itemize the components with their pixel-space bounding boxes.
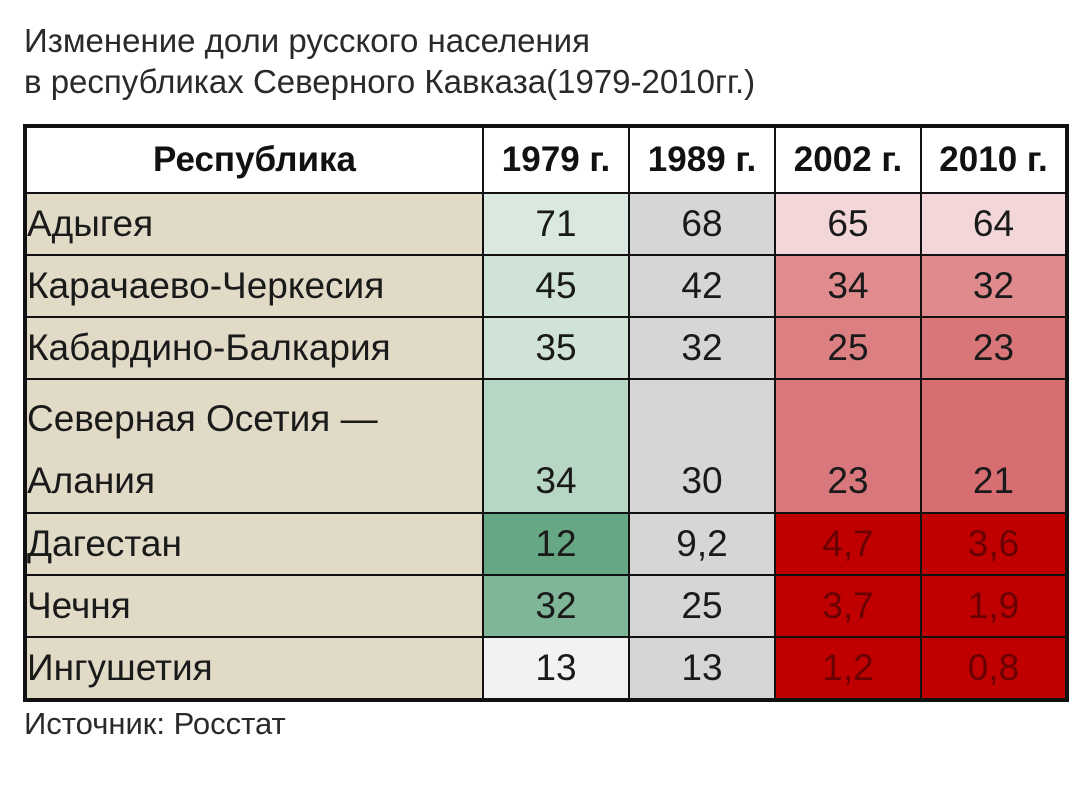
value-cell: 45 xyxy=(482,254,630,318)
table-row: Карачаево-Черкесия 45 42 34 32 xyxy=(24,254,1068,318)
title-line-1: Изменение доли русского населения xyxy=(24,22,590,59)
value-cell: 1,9 xyxy=(920,574,1068,638)
value-cell: 3,7 xyxy=(774,574,922,638)
header-row: Республика 1979 г. 1989 г. 2002 г. 2010 … xyxy=(24,125,1068,194)
value-cell: 4,7 xyxy=(774,512,922,576)
value-cell: 13 xyxy=(628,636,776,701)
table-row: Адыгея 71 68 65 64 xyxy=(24,192,1068,256)
header-1979: 1979 г. xyxy=(482,125,630,194)
header-1989: 1989 г. xyxy=(628,125,776,194)
value-cell: 71 xyxy=(482,192,630,256)
table-row: Кабардино-Балкария 35 32 25 23 xyxy=(24,316,1068,380)
header-2010: 2010 г. xyxy=(920,125,1068,194)
value-cell: 42 xyxy=(628,254,776,318)
value-cell: 12 xyxy=(482,512,630,576)
value-cell: 32 xyxy=(920,254,1068,318)
population-table: Республика 1979 г. 1989 г. 2002 г. 2010 … xyxy=(23,124,1069,702)
region-cell: Северная Осетия — Алания xyxy=(24,378,484,514)
value-cell: 23 xyxy=(774,378,922,514)
value-cell: 64 xyxy=(920,192,1068,256)
value-cell: 34 xyxy=(482,378,630,514)
value-cell: 9,2 xyxy=(628,512,776,576)
value-cell: 21 xyxy=(920,378,1068,514)
value-cell: 0,8 xyxy=(920,636,1068,701)
title-line-2: в республиках Северного Кавказа(1979-201… xyxy=(24,63,756,100)
header-region: Республика xyxy=(24,125,484,194)
table-row: Дагестан 12 9,2 4,7 3,6 xyxy=(24,512,1068,576)
value-cell: 3,6 xyxy=(920,512,1068,576)
value-cell: 65 xyxy=(774,192,922,256)
value-cell: 32 xyxy=(628,316,776,380)
header-2002: 2002 г. xyxy=(774,125,922,194)
region-cell: Ингушетия xyxy=(24,636,484,701)
value-cell: 23 xyxy=(920,316,1068,380)
value-cell: 30 xyxy=(628,378,776,514)
region-cell: Чечня xyxy=(24,574,484,638)
region-cell: Дагестан xyxy=(24,512,484,576)
value-cell: 32 xyxy=(482,574,630,638)
value-cell: 1,2 xyxy=(774,636,922,701)
value-cell: 35 xyxy=(482,316,630,380)
table-row: Северная Осетия — Алания 34 30 23 21 xyxy=(24,378,1068,514)
table-row: Чечня 32 25 3,7 1,9 xyxy=(24,574,1068,638)
value-cell: 13 xyxy=(482,636,630,701)
chart-title: Изменение доли русского населения в респ… xyxy=(24,20,755,102)
region-cell: Карачаево-Черкесия xyxy=(24,254,484,318)
value-cell: 25 xyxy=(628,574,776,638)
source-note: Источник: Росстат xyxy=(24,706,286,741)
table-row: Ингушетия 13 13 1,2 0,8 xyxy=(24,636,1068,701)
region-cell: Кабардино-Балкария xyxy=(24,316,484,380)
value-cell: 25 xyxy=(774,316,922,380)
value-cell: 68 xyxy=(628,192,776,256)
value-cell: 34 xyxy=(774,254,922,318)
region-cell: Адыгея xyxy=(24,192,484,256)
